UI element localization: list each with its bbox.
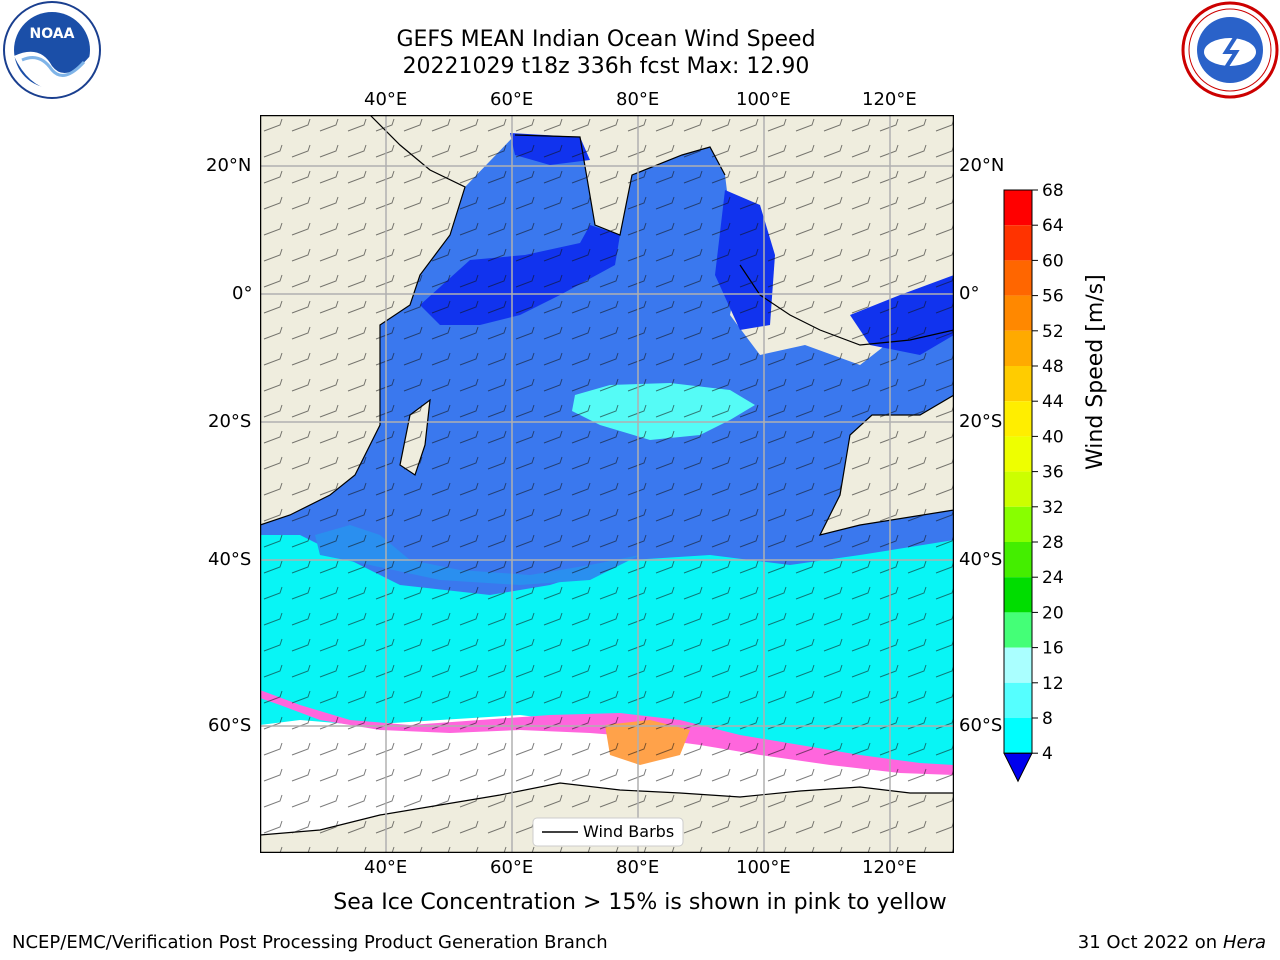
colorbar-segment bbox=[1004, 295, 1032, 331]
colorbar-segment bbox=[1004, 190, 1032, 226]
colorbar-tick-label: 36 bbox=[1042, 463, 1064, 483]
colorbar-segment bbox=[1004, 506, 1032, 542]
colorbar-tick-label: 44 bbox=[1042, 392, 1064, 412]
colorbar-tick-label: 48 bbox=[1042, 357, 1064, 377]
lat-label-right-20n: 20°N bbox=[959, 155, 1005, 176]
lon-label-bottom-120e: 120°E bbox=[862, 857, 917, 878]
map-title-line1: GEFS MEAN Indian Ocean Wind Speed bbox=[396, 27, 816, 52]
colorbar-segment bbox=[1004, 260, 1032, 296]
lon-label-top-80e: 80°E bbox=[616, 89, 660, 110]
footer-credit: NCEP/EMC/Verification Post Processing Pr… bbox=[12, 932, 608, 953]
noaa-logo: NOAA bbox=[0, 0, 104, 104]
lat-label-left-40s: 40°S bbox=[208, 549, 252, 570]
noaa-logo-text: NOAA bbox=[30, 26, 75, 42]
lat-label-left-0: 0° bbox=[232, 283, 253, 304]
colorbar-segment bbox=[1004, 225, 1032, 261]
colorbar-tick-label: 4 bbox=[1042, 744, 1053, 764]
lon-label-bottom-60e: 60°E bbox=[490, 857, 534, 878]
map-frame bbox=[259, 114, 955, 854]
lon-label-bottom-80e: 80°E bbox=[616, 857, 660, 878]
colorbar-tick-label: 8 bbox=[1042, 709, 1053, 729]
colorbar-tick-label: 56 bbox=[1042, 287, 1064, 307]
lon-label-top-100e: 100°E bbox=[736, 89, 791, 110]
sea-ice-caption: Sea Ice Concentration > 15% is shown in … bbox=[333, 890, 947, 915]
lat-label-left-20s: 20°S bbox=[208, 411, 252, 432]
wind-barbs-legend bbox=[532, 817, 684, 847]
lat-label-right-20s: 20°S bbox=[959, 411, 1003, 432]
footer-machine-name: Hera bbox=[1222, 932, 1266, 953]
colorbar-tick-label: 32 bbox=[1042, 498, 1064, 518]
lon-label-top-60e: 60°E bbox=[490, 89, 534, 110]
wind-barbs-overlay bbox=[260, 115, 954, 853]
map-gridlines bbox=[260, 115, 954, 853]
colorbar-title: Wind Speed [m/s] bbox=[1083, 274, 1108, 470]
map-title-line2: 20221029 t18z 336h fcst Max: 12.90 bbox=[402, 54, 810, 79]
lat-label-right-40s: 40°S bbox=[959, 549, 1003, 570]
lon-label-bottom-100e: 100°E bbox=[736, 857, 791, 878]
colorbar-segment bbox=[1004, 542, 1032, 578]
lon-label-top-120e: 120°E bbox=[862, 89, 917, 110]
colorbar-tick-label: 68 bbox=[1042, 181, 1064, 201]
colorbar-extend-arrow bbox=[1003, 752, 1033, 783]
colorbar-tick-label: 16 bbox=[1042, 639, 1064, 659]
colorbar-tick-label: 20 bbox=[1042, 603, 1064, 623]
colorbar-segment bbox=[1004, 647, 1032, 683]
map-border bbox=[259, 114, 955, 854]
colorbar-segment bbox=[1004, 330, 1032, 366]
lat-label-right-0: 0° bbox=[959, 283, 980, 304]
wind-barbs-legend-label: Wind Barbs bbox=[583, 822, 675, 841]
colorbar-segment bbox=[1004, 577, 1032, 613]
footer-date-text: 31 Oct 2022 on bbox=[1077, 932, 1223, 953]
colorbar-segment bbox=[1004, 436, 1032, 472]
colorbar-segment bbox=[1004, 612, 1032, 648]
footer-date: 31 Oct 2022 on Hera bbox=[1078, 932, 1266, 953]
lon-label-top-40e: 40°E bbox=[364, 89, 408, 110]
colorbar-tick-label: 60 bbox=[1042, 251, 1064, 271]
lat-label-right-60s: 60°S bbox=[959, 715, 1003, 736]
map-canvas bbox=[259, 114, 955, 854]
colorbar-segment bbox=[1004, 401, 1032, 437]
lon-label-bottom-40e: 40°E bbox=[364, 857, 408, 878]
colorbar-segment bbox=[1004, 718, 1032, 754]
colorbar-tick-label: 40 bbox=[1042, 427, 1064, 447]
colorbar-segment bbox=[1004, 366, 1032, 402]
wind-speed-colorbar: 68 64 60 56 52 48 44 40 36 32 28 24 20 16 12 8 4 bbox=[990, 180, 1110, 800]
colorbar-tick-label: 52 bbox=[1042, 322, 1064, 342]
lat-label-left-60s: 60°S bbox=[208, 715, 252, 736]
colorbar-tick-label: 28 bbox=[1042, 533, 1064, 553]
colorbar-segment bbox=[1004, 682, 1032, 718]
colorbar-segment bbox=[1004, 471, 1032, 507]
lat-label-left-20n: 20°N bbox=[206, 155, 252, 176]
colorbar-tick-label: 24 bbox=[1042, 568, 1064, 588]
colorbar-tick-label: 64 bbox=[1042, 216, 1064, 236]
nws-logo bbox=[1180, 0, 1280, 100]
colorbar-tick-label: 12 bbox=[1042, 674, 1064, 694]
